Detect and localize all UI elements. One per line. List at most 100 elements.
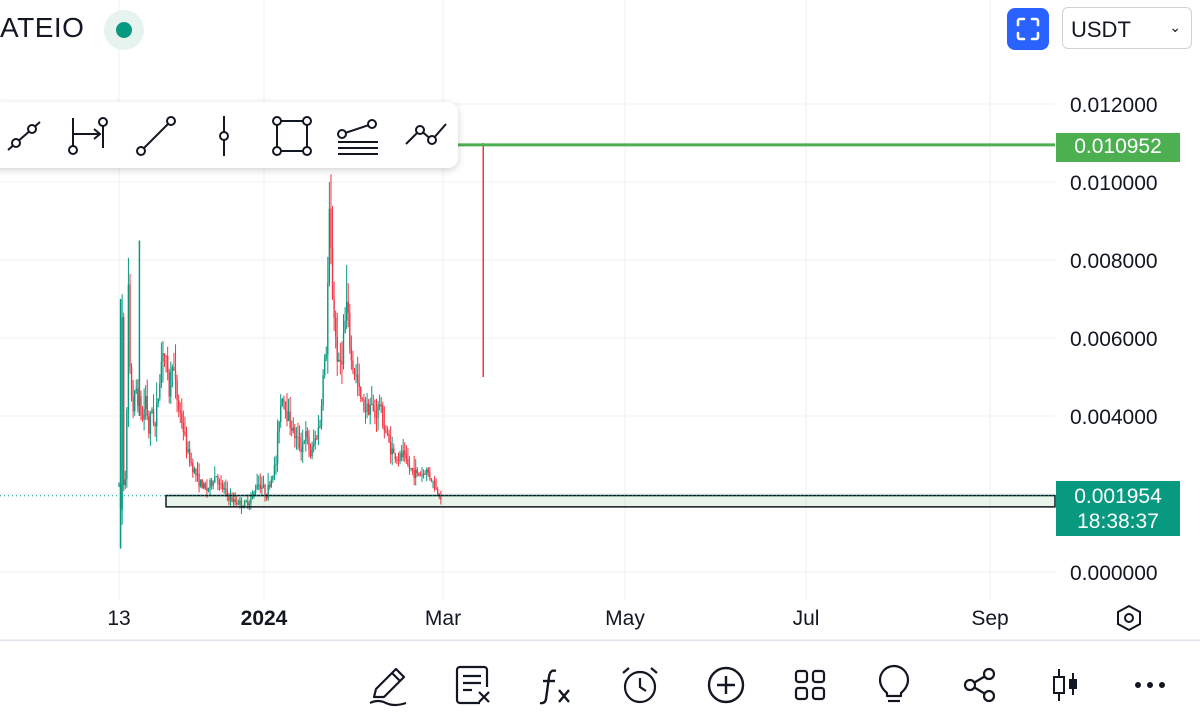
candle-body — [328, 208, 331, 284]
candle-body — [320, 405, 323, 426]
candle-body — [407, 458, 409, 466]
candle-body — [437, 489, 439, 495]
candle-body — [254, 489, 257, 493]
bar-countdown: 18:38:37 — [1077, 510, 1159, 533]
candle-body — [382, 404, 384, 427]
candle-body — [286, 410, 288, 422]
path-tool[interactable] — [404, 114, 448, 158]
candle-body — [283, 399, 285, 402]
time-axis-label: Jul — [792, 607, 820, 630]
candle-body — [196, 473, 199, 476]
trend-line-tool[interactable] — [2, 114, 46, 158]
candle-body — [342, 332, 345, 365]
draw-button[interactable] — [366, 663, 410, 707]
candle-body — [427, 469, 429, 473]
candle-body — [215, 476, 218, 478]
candle-body — [182, 422, 185, 432]
candle-body — [333, 298, 335, 318]
candle-body — [174, 370, 177, 381]
candle-body — [366, 403, 368, 412]
alert-button[interactable] — [618, 663, 662, 707]
candle-body — [130, 366, 133, 397]
price-axis-label: 0.004000 — [1070, 406, 1158, 429]
candle-body — [416, 469, 418, 473]
add-circle-icon — [707, 666, 745, 704]
candle-body — [199, 479, 202, 487]
candle-body — [413, 469, 415, 479]
fullscreen-button[interactable] — [1007, 8, 1049, 50]
layout-button[interactable] — [788, 663, 832, 707]
candle-body — [294, 427, 296, 439]
candle-body — [123, 317, 125, 486]
candle-body — [361, 398, 364, 400]
currency-select[interactable]: USDT ⌄ — [1062, 7, 1192, 49]
date-range-tool[interactable] — [66, 114, 110, 158]
fib-retracement-tool[interactable] — [336, 114, 380, 158]
indicators-fx-icon — [539, 669, 570, 705]
layout-grid-icon — [794, 669, 826, 701]
candle-body — [179, 410, 181, 413]
share-button[interactable] — [958, 663, 1002, 707]
price-axis-label: 0.006000 — [1070, 328, 1158, 351]
candle-body — [176, 380, 178, 401]
chart-type-button[interactable] — [1044, 663, 1088, 707]
candle-body — [135, 388, 137, 392]
candle-body — [239, 500, 241, 504]
candle-body — [231, 497, 233, 502]
candle-body — [259, 484, 261, 489]
candle-body — [132, 396, 134, 412]
candle-body — [336, 336, 338, 362]
candle-body — [264, 484, 266, 495]
candle-body — [126, 409, 128, 480]
candle-body — [154, 423, 156, 427]
vertical-line-tool[interactable] — [202, 114, 246, 158]
chevron-down-icon: ⌄ — [1169, 19, 1181, 35]
ideas-button[interactable] — [872, 663, 916, 707]
candle-body — [143, 409, 145, 420]
candle-body — [281, 399, 283, 406]
ray-tool[interactable] — [134, 114, 178, 158]
candle-body — [118, 484, 120, 487]
candle-body — [242, 507, 244, 509]
candle-body — [278, 422, 280, 433]
candle-body — [350, 347, 353, 361]
price-chart[interactable]: 0.012000 0.010000 0.008000 0.006000 0.004000… — [0, 0, 1200, 640]
candle-body — [399, 453, 401, 462]
candle-body — [338, 359, 340, 362]
candle-body — [206, 487, 208, 491]
candle-body — [334, 317, 337, 337]
candles-icon — [1053, 669, 1077, 701]
candle-body — [170, 371, 172, 397]
time-axis-label: Mar — [424, 607, 462, 630]
indicators-button[interactable] — [534, 663, 578, 707]
candle-body — [388, 433, 390, 443]
candle-body — [250, 498, 252, 504]
candle-body — [325, 354, 327, 359]
more-button[interactable] — [1128, 663, 1172, 707]
candle-body — [129, 284, 131, 367]
candle-body — [247, 501, 249, 506]
time-axis-label: 13 — [107, 607, 131, 630]
axis-settings-button[interactable] — [1114, 603, 1144, 633]
candle-body — [344, 320, 346, 333]
candle-body — [149, 413, 152, 434]
candle-body — [240, 500, 243, 508]
candle-body — [306, 431, 309, 438]
candle-body — [163, 353, 166, 356]
candle-body — [312, 443, 315, 447]
candle-body — [295, 436, 298, 439]
candle-body — [171, 367, 174, 372]
rectangle-tool[interactable] — [270, 114, 314, 158]
candle-body — [218, 483, 221, 485]
candle-body — [426, 469, 428, 475]
candle-body — [408, 465, 411, 469]
candle-body — [341, 361, 343, 365]
candle-body — [223, 488, 225, 490]
symbol-name[interactable]: ATEIO — [0, 12, 85, 43]
candle-body — [389, 442, 392, 455]
candle-body — [402, 450, 404, 458]
candle-body — [419, 475, 422, 477]
add-button[interactable] — [704, 663, 748, 707]
candle-body — [371, 404, 373, 406]
pine-editor-button[interactable] — [450, 663, 494, 707]
